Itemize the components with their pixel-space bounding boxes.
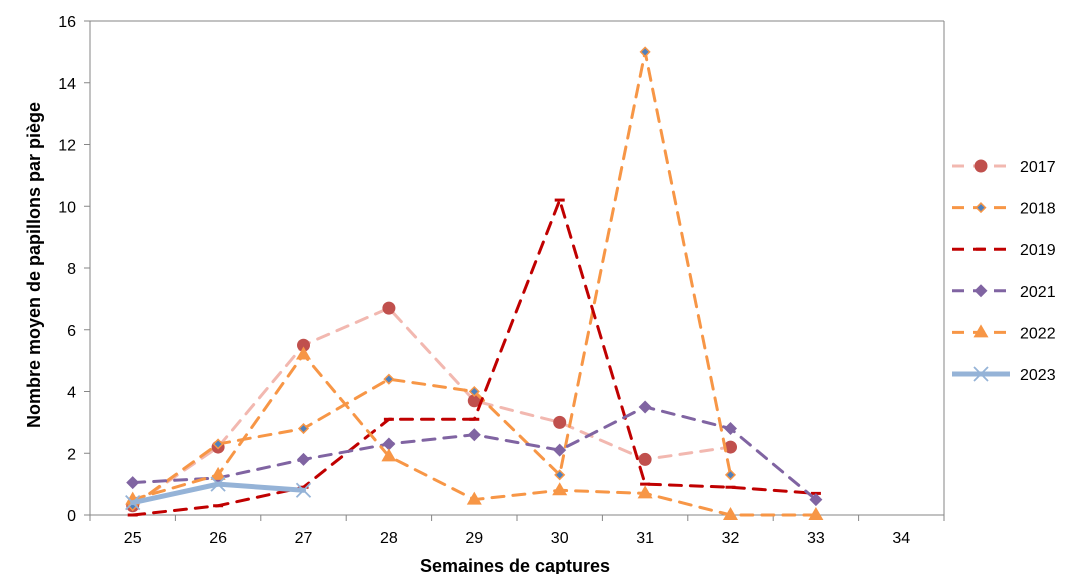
legend-item-2019: 2019 bbox=[952, 242, 1056, 259]
data-point-2018 bbox=[724, 469, 737, 481]
data-point-2022 bbox=[808, 507, 824, 520]
legend-marker-2018 bbox=[975, 202, 987, 214]
x-tick-label: 26 bbox=[209, 530, 227, 547]
y-tick-label: 14 bbox=[58, 76, 76, 93]
data-point-2018 bbox=[468, 385, 480, 398]
data-point-2021 bbox=[382, 437, 396, 451]
data-point-2021 bbox=[467, 428, 481, 442]
x-tick-label: 32 bbox=[722, 530, 740, 547]
data-point-2018 bbox=[639, 46, 651, 58]
data-point-2022 bbox=[637, 485, 653, 499]
data-point-2018 bbox=[383, 373, 395, 385]
data-point-2021 bbox=[638, 400, 652, 414]
y-tick-label: 16 bbox=[58, 14, 76, 31]
data-point-2023 bbox=[210, 476, 226, 492]
data-point-2017 bbox=[553, 415, 567, 429]
data-point-2022 bbox=[210, 466, 226, 480]
legend-item-2022: 2022 bbox=[952, 324, 1056, 342]
legend-label-2018: 2018 bbox=[1020, 201, 1056, 218]
chart-legend: 2017 2018 2019 2021 2022 2023 bbox=[952, 159, 1056, 384]
legend-item-2017: 2017 bbox=[952, 159, 1056, 176]
data-point-2021 bbox=[297, 452, 310, 466]
y-tick-label: 10 bbox=[58, 199, 76, 216]
x-tick-label: 30 bbox=[551, 530, 569, 547]
legend-label-2022: 2022 bbox=[1020, 325, 1056, 342]
legend-marker-2017 bbox=[974, 159, 988, 173]
series-line-2018 bbox=[131, 50, 732, 508]
series-line-2017 bbox=[131, 306, 732, 508]
data-point-2021 bbox=[809, 493, 823, 507]
data-point-2022 bbox=[381, 448, 397, 462]
data-point-2018 bbox=[554, 469, 566, 481]
legend-item-2021: 2021 bbox=[952, 284, 1056, 301]
legend-marker-2021 bbox=[974, 284, 988, 298]
legend-label-2019: 2019 bbox=[1020, 242, 1056, 259]
y-tick-label: 8 bbox=[67, 261, 76, 278]
series-2021 bbox=[126, 400, 823, 507]
x-tick-label: 29 bbox=[465, 530, 483, 547]
y-tick-label: 6 bbox=[67, 323, 76, 340]
data-point-2021 bbox=[126, 476, 140, 490]
series-2018 bbox=[127, 46, 737, 512]
x-tick-label: 28 bbox=[380, 530, 398, 547]
y-axis-title: Nombre moyen de papillons par piège bbox=[24, 102, 44, 428]
series-2019 bbox=[127, 198, 821, 517]
chart-axes: 0 2 4 6 8 10 12 14 16 25 26 27 28 29 30 31 32 33 34 bbox=[58, 14, 945, 547]
y-tick-label: 4 bbox=[67, 385, 76, 402]
chart-series bbox=[125, 46, 824, 520]
data-point-2017 bbox=[638, 452, 652, 466]
data-point-2022 bbox=[466, 491, 482, 505]
x-tick-label: 25 bbox=[124, 530, 142, 547]
data-point-2022 bbox=[296, 346, 311, 360]
x-tick-label: 31 bbox=[636, 530, 654, 547]
legend-marker-2022 bbox=[973, 324, 989, 338]
data-point-2017 bbox=[297, 338, 310, 352]
legend-label-2023: 2023 bbox=[1020, 367, 1056, 384]
data-point-2017 bbox=[724, 440, 737, 454]
legend-label-2021: 2021 bbox=[1020, 284, 1056, 301]
y-tick-label: 12 bbox=[58, 138, 76, 155]
series-2023 bbox=[125, 476, 312, 511]
x-tick-label: 33 bbox=[807, 530, 825, 547]
data-point-2023 bbox=[125, 495, 141, 511]
legend-marker-2023 bbox=[973, 366, 989, 382]
data-point-2017 bbox=[467, 394, 481, 408]
data-point-2023 bbox=[295, 482, 312, 498]
series-line-2019 bbox=[131, 198, 818, 517]
legend-item-2023: 2023 bbox=[952, 366, 1056, 384]
legend-label-2017: 2017 bbox=[1020, 159, 1056, 176]
x-tick-label: 27 bbox=[295, 530, 313, 547]
data-point-2017 bbox=[382, 301, 396, 315]
y-tick-label: 0 bbox=[67, 508, 76, 525]
x-tick-label: 34 bbox=[892, 530, 910, 547]
data-point-2022 bbox=[723, 507, 738, 520]
data-point-2018 bbox=[297, 422, 310, 435]
data-point-2021 bbox=[724, 422, 737, 436]
legend-item-2018: 2018 bbox=[952, 201, 1056, 218]
data-point-2018 bbox=[212, 438, 224, 450]
x-axis-title: Semaines de captures bbox=[420, 556, 610, 574]
data-point-2021 bbox=[553, 443, 567, 457]
y-tick-label: 2 bbox=[67, 446, 76, 463]
data-point-2022 bbox=[552, 482, 568, 496]
